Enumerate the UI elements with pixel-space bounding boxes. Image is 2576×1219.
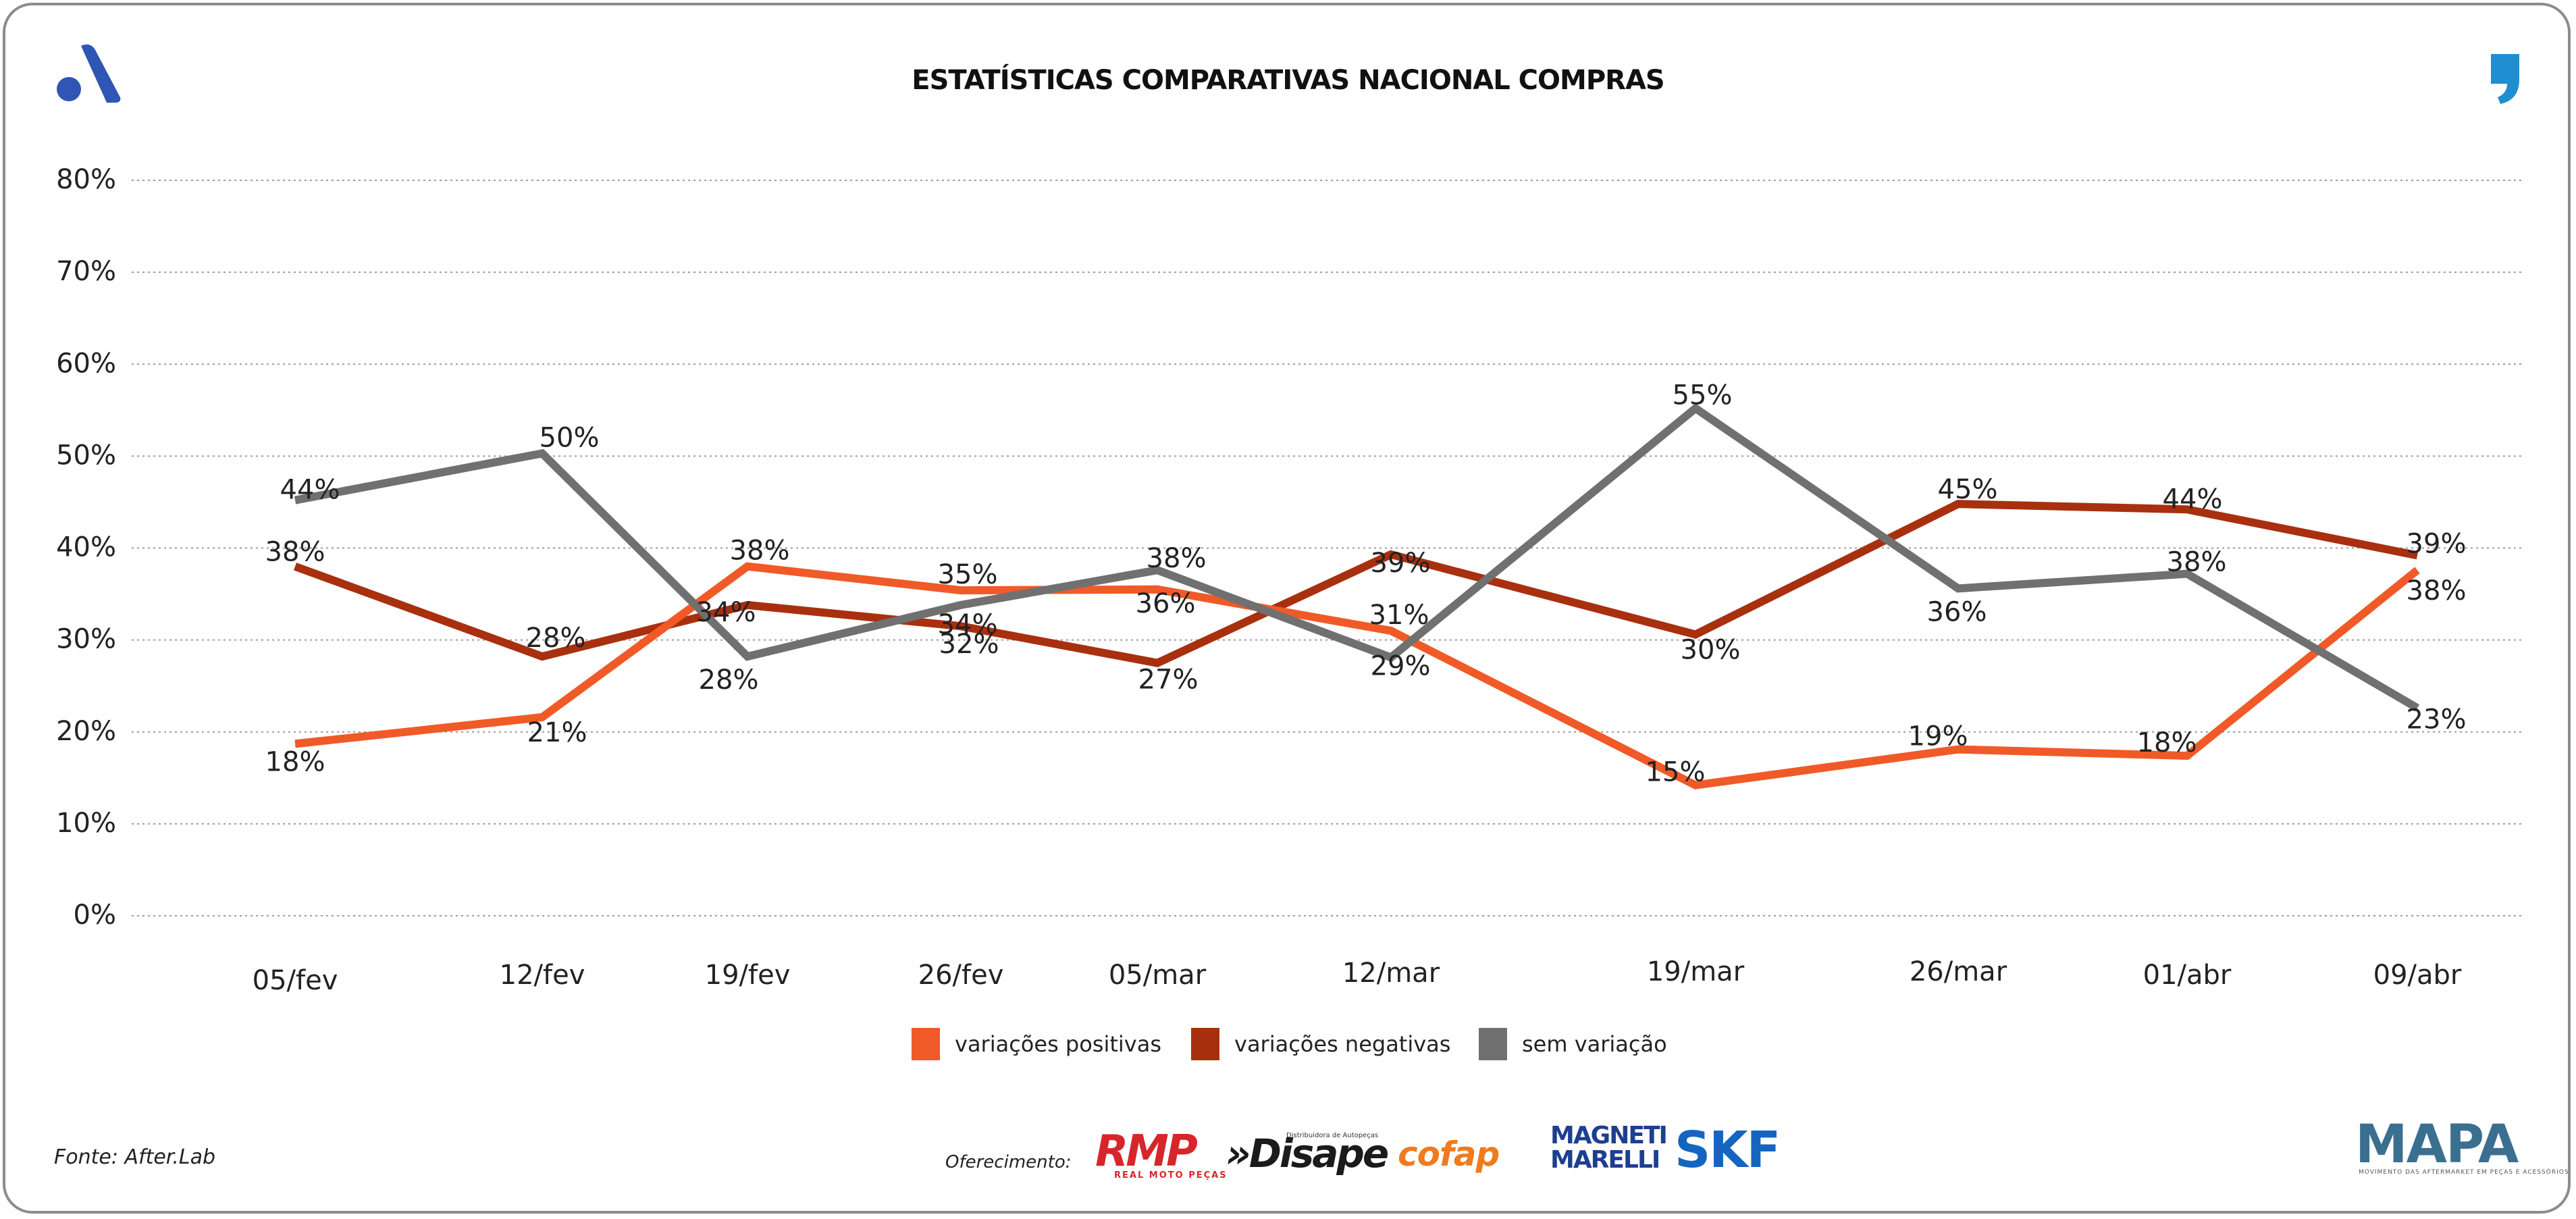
y-tick-label: 20% [56,716,116,747]
sponsor-logo-cofap: cofap [1398,1135,1500,1174]
source-note: Fonte: After.Lab [54,1145,216,1169]
data-label-neutral: 36% [1927,596,1987,627]
data-label-positive: 31% [1369,600,1429,631]
series-line-positive [294,562,2420,789]
sponsor-logo-disape: »Disape [1226,1131,1389,1176]
data-label-positive: 21% [527,717,587,748]
data-label-positive: 38% [730,536,790,567]
legend-swatch-neutral [1479,1028,1507,1060]
chart-frame [3,3,2571,1214]
legend-swatch-negative [1191,1028,1219,1060]
y-tick-label: 40% [56,532,116,563]
data-label-negative: 39% [1371,548,1431,579]
legend-item-neutral: sem variação [1479,1028,1667,1060]
legend-swatch-positive [912,1028,940,1060]
afterlab-a-logo-icon [57,44,121,103]
data-label-negative: 39% [2407,528,2467,559]
data-label-neutral: 34% [938,609,998,640]
data-label-negative: 34% [696,597,756,628]
data-label-neutral: 50% [540,422,600,453]
data-label-negative: 30% [1681,634,1741,665]
legend-item-positive: variações positivas [912,1028,1161,1060]
y-tick-label: 80% [56,164,116,195]
data-label-positive: 18% [2137,727,2197,758]
y-tick-label: 50% [56,440,116,471]
x-tick-label: 26/mar [1910,956,2007,987]
mapa-logo: MAPA [2355,1114,2519,1175]
chart-title: ESTATÍSTICAS COMPARATIVAS NACIONAL COMPR… [912,65,1664,96]
data-label-neutral: 38% [1147,543,1207,574]
data-label-positive: 15% [1646,757,1706,788]
data-label-negative: 28% [526,623,586,654]
x-tick-label: 09/abr [2373,960,2462,991]
data-label-positive: 19% [1908,721,1968,752]
x-tick-label: 05/mar [1109,960,1207,991]
data-label-neutral: 38% [2167,547,2227,578]
x-tick-label: 19/mar [1647,956,1745,987]
x-tick-label: 12/mar [1342,958,1440,989]
data-label-neutral: 29% [1371,650,1431,681]
y-tick-label: 30% [56,624,116,655]
sponsor-label: Oferecimento: [945,1152,1072,1172]
y-tick-label: 10% [56,808,116,839]
x-tick-label: 12/fev [500,960,585,991]
y-tick-label: 60% [56,348,116,379]
series-line-neutral [294,403,2420,712]
magneti-line-1: MAGNETI [1550,1122,1668,1149]
x-tick-label: 26/fev [918,960,1004,991]
sponsor-logo-disape-subtitle: Distribuidora de Autopeças [1286,1132,1379,1139]
sponsor-logo-magneti-marelli: MAGNETI MARELLI [1550,1122,1668,1174]
data-label-neutral: 28% [699,665,759,696]
data-label-negative: 32% [939,629,999,660]
data-label-neutral: 23% [2407,704,2467,735]
data-label-positive: 35% [938,559,998,590]
quote-mark-icon [2491,54,2519,104]
data-label-negative: 44% [2163,484,2223,515]
data-label-neutral: 55% [1673,380,1733,411]
data-label-negative: 38% [265,537,325,568]
data-label-negative: 45% [1938,474,1998,505]
legend-label-positive: variações positivas [955,1031,1162,1057]
x-tick-label: 05/fev [253,965,338,996]
x-tick-label: 01/abr [2143,960,2232,991]
sponsor-logo-rmp-subtitle: REAL MOTO PEÇAS [1114,1170,1228,1181]
sponsor-logo-skf: SKF [1675,1121,1781,1179]
data-label-negative: 27% [1138,665,1199,696]
data-label-positive: 18% [265,746,325,777]
x-tick-label: 19/fev [705,960,791,991]
mapa-logo-subtitle: MOVIMENTO DAS AFTERMARKET EM PEÇAS E ACE… [2359,1169,2569,1176]
y-tick-label: 70% [56,256,116,287]
data-label-neutral: 44% [280,475,340,506]
data-label-positive: 38% [2407,575,2467,606]
legend-label-negative: variações negativas [1234,1031,1451,1057]
data-label-positive: 36% [1136,588,1196,619]
y-tick-label: 0% [74,900,116,931]
magneti-line-2: MARELLI [1550,1146,1660,1174]
legend-label-neutral: sem variação [1522,1031,1667,1057]
sponsor-logo-rmp: RMP [1095,1126,1198,1176]
legend-item-negative: variações negativas [1191,1028,1450,1060]
